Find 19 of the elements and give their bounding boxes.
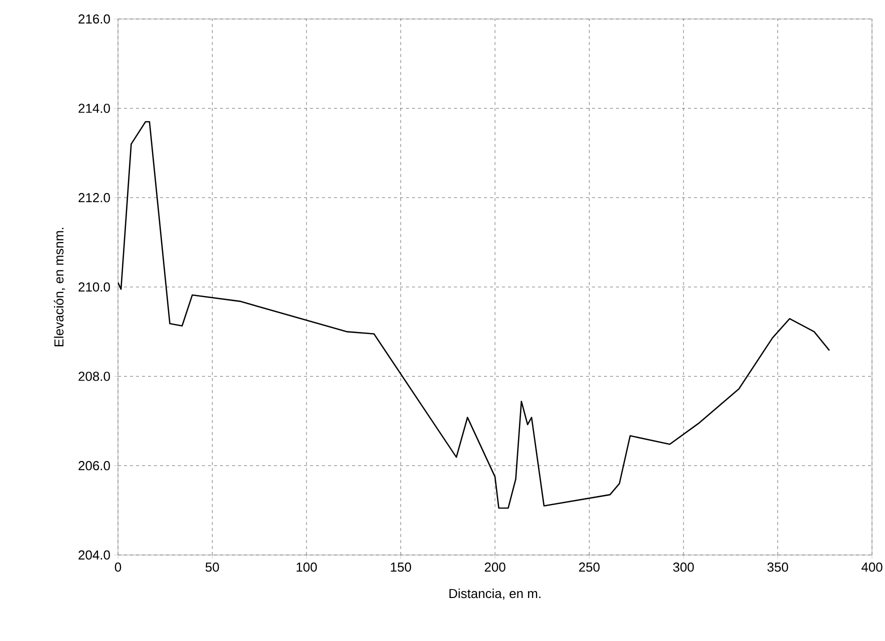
y-tick-label: 210.0 [78,282,110,292]
x-tick-label: 250 [579,562,600,572]
y-tick-label: 214.0 [78,104,110,113]
x-tick-label: 50 [206,562,219,572]
x-tick-label: 200 [484,562,506,572]
x-tick-label: 100 [296,562,317,572]
x-tick-label: 150 [390,562,412,572]
y-tick-label: 216.0 [78,14,110,24]
x-tick-label: 350 [767,562,788,572]
y-tick-label: 204.0 [78,550,110,560]
x-tick-label: 300 [673,562,694,572]
y-axis-title: Elevación, en msnm. [54,228,66,346]
y-tick-label: 206.0 [78,461,110,470]
x-axis-title: Distancia, en m. [449,588,540,600]
x-tick-label: 400 [861,562,882,572]
line-series [118,121,830,509]
y-tick-label: 212.0 [78,193,110,202]
y-tick-label: 208.0 [78,372,110,381]
x-tick-label: 0 [114,562,122,572]
